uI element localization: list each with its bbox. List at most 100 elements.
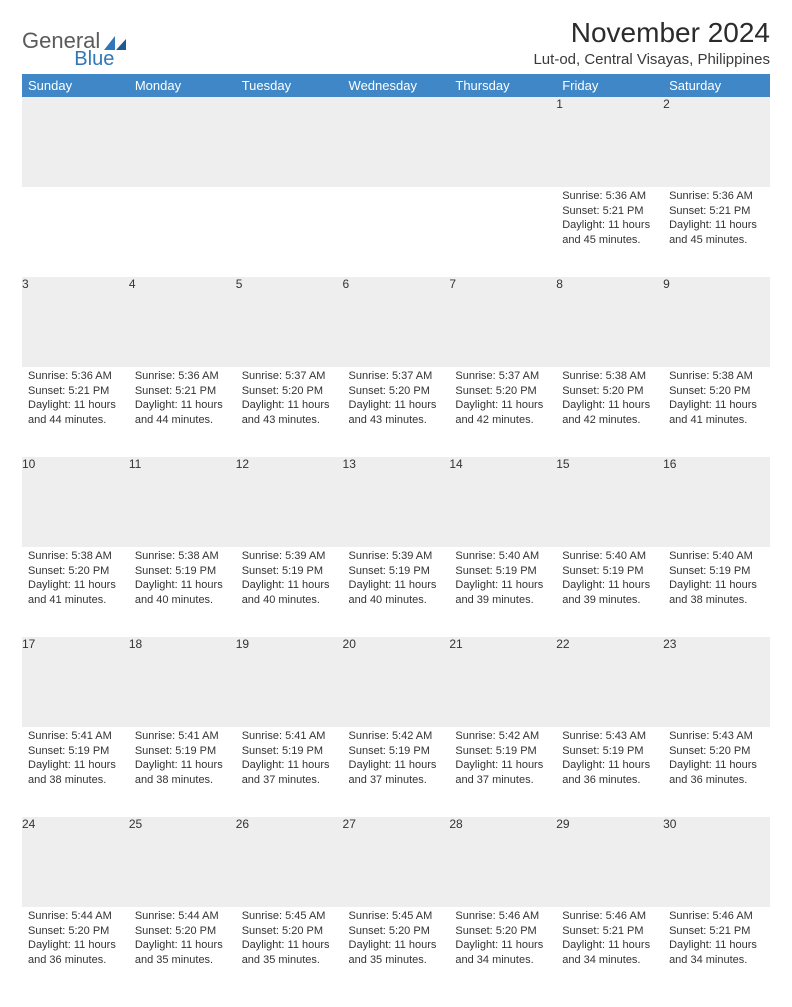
day1-text: Daylight: 11 hours (455, 578, 550, 593)
sunset-text: Sunset: 5:19 PM (669, 564, 764, 579)
day-cell: Sunrise: 5:41 AMSunset: 5:19 PMDaylight:… (22, 727, 129, 817)
day-content: Sunrise: 5:43 AMSunset: 5:20 PMDaylight:… (663, 727, 770, 794)
day-cell (449, 187, 556, 277)
day1-text: Daylight: 11 hours (562, 218, 657, 233)
sunset-text: Sunset: 5:19 PM (135, 564, 230, 579)
day-content: Sunrise: 5:39 AMSunset: 5:19 PMDaylight:… (343, 547, 450, 614)
day-content: Sunrise: 5:40 AMSunset: 5:19 PMDaylight:… (556, 547, 663, 614)
day-cell (236, 187, 343, 277)
day-number-cell: 8 (556, 277, 663, 367)
day-cell: Sunrise: 5:42 AMSunset: 5:19 PMDaylight:… (343, 727, 450, 817)
day1-text: Daylight: 11 hours (562, 938, 657, 953)
day-cell: Sunrise: 5:37 AMSunset: 5:20 PMDaylight:… (236, 367, 343, 457)
day-cell: Sunrise: 5:38 AMSunset: 5:19 PMDaylight:… (129, 547, 236, 637)
day-content: Sunrise: 5:38 AMSunset: 5:20 PMDaylight:… (663, 367, 770, 434)
sunrise-text: Sunrise: 5:46 AM (669, 909, 764, 924)
day2-text: and 45 minutes. (669, 233, 764, 248)
daynum-row: 17181920212223 (22, 637, 770, 727)
day-content: Sunrise: 5:42 AMSunset: 5:19 PMDaylight:… (343, 727, 450, 794)
sunset-text: Sunset: 5:20 PM (349, 384, 444, 399)
weekday-header: Sunday (22, 74, 129, 97)
day-cell: Sunrise: 5:44 AMSunset: 5:20 PMDaylight:… (129, 907, 236, 997)
sunset-text: Sunset: 5:19 PM (28, 744, 123, 759)
day-number-cell (236, 97, 343, 187)
day-number-cell: 18 (129, 637, 236, 727)
month-title: November 2024 (533, 18, 770, 49)
sunset-text: Sunset: 5:19 PM (242, 744, 337, 759)
day1-text: Daylight: 11 hours (135, 578, 230, 593)
day-number-cell: 11 (129, 457, 236, 547)
day2-text: and 41 minutes. (669, 413, 764, 428)
day-cell: Sunrise: 5:46 AMSunset: 5:20 PMDaylight:… (449, 907, 556, 997)
sunrise-text: Sunrise: 5:40 AM (669, 549, 764, 564)
day2-text: and 40 minutes. (242, 593, 337, 608)
day-number-cell: 30 (663, 817, 770, 907)
day-content: Sunrise: 5:46 AMSunset: 5:21 PMDaylight:… (663, 907, 770, 974)
title-block: November 2024 Lut-od, Central Visayas, P… (533, 18, 770, 68)
sunrise-text: Sunrise: 5:46 AM (455, 909, 550, 924)
sunset-text: Sunset: 5:20 PM (135, 924, 230, 939)
day-number-cell: 25 (129, 817, 236, 907)
day2-text: and 42 minutes. (455, 413, 550, 428)
day1-text: Daylight: 11 hours (669, 218, 764, 233)
sunrise-text: Sunrise: 5:36 AM (669, 189, 764, 204)
sunset-text: Sunset: 5:19 PM (242, 564, 337, 579)
day-cell: Sunrise: 5:41 AMSunset: 5:19 PMDaylight:… (236, 727, 343, 817)
day-cell: Sunrise: 5:39 AMSunset: 5:19 PMDaylight:… (236, 547, 343, 637)
sunrise-text: Sunrise: 5:38 AM (562, 369, 657, 384)
day-number-cell: 13 (343, 457, 450, 547)
day2-text: and 45 minutes. (562, 233, 657, 248)
day-number-cell (343, 97, 450, 187)
day-number-cell: 22 (556, 637, 663, 727)
day-cell: Sunrise: 5:45 AMSunset: 5:20 PMDaylight:… (236, 907, 343, 997)
day-number-cell: 26 (236, 817, 343, 907)
day-content: Sunrise: 5:41 AMSunset: 5:19 PMDaylight:… (236, 727, 343, 794)
day1-text: Daylight: 11 hours (242, 758, 337, 773)
day2-text: and 35 minutes. (349, 953, 444, 968)
day1-text: Daylight: 11 hours (349, 578, 444, 593)
day2-text: and 37 minutes. (455, 773, 550, 788)
day1-text: Daylight: 11 hours (349, 398, 444, 413)
day2-text: and 35 minutes. (135, 953, 230, 968)
day2-text: and 44 minutes. (28, 413, 123, 428)
daynum-row: 3456789 (22, 277, 770, 367)
day-number-cell: 7 (449, 277, 556, 367)
day2-text: and 42 minutes. (562, 413, 657, 428)
day-content: Sunrise: 5:41 AMSunset: 5:19 PMDaylight:… (22, 727, 129, 794)
sunset-text: Sunset: 5:21 PM (28, 384, 123, 399)
sunrise-text: Sunrise: 5:46 AM (562, 909, 657, 924)
sunrise-text: Sunrise: 5:43 AM (669, 729, 764, 744)
daynum-row: 24252627282930 (22, 817, 770, 907)
sunset-text: Sunset: 5:20 PM (562, 384, 657, 399)
week-row: Sunrise: 5:36 AMSunset: 5:21 PMDaylight:… (22, 187, 770, 277)
day-number-cell: 21 (449, 637, 556, 727)
day-cell: Sunrise: 5:40 AMSunset: 5:19 PMDaylight:… (449, 547, 556, 637)
day-cell: Sunrise: 5:36 AMSunset: 5:21 PMDaylight:… (556, 187, 663, 277)
day-cell: Sunrise: 5:46 AMSunset: 5:21 PMDaylight:… (556, 907, 663, 997)
day-number-cell: 17 (22, 637, 129, 727)
day-cell: Sunrise: 5:38 AMSunset: 5:20 PMDaylight:… (663, 367, 770, 457)
day-content: Sunrise: 5:43 AMSunset: 5:19 PMDaylight:… (556, 727, 663, 794)
day-number-cell: 19 (236, 637, 343, 727)
day-content: Sunrise: 5:44 AMSunset: 5:20 PMDaylight:… (22, 907, 129, 974)
weekday-header: Saturday (663, 74, 770, 97)
day-content: Sunrise: 5:38 AMSunset: 5:19 PMDaylight:… (129, 547, 236, 614)
day-content: Sunrise: 5:36 AMSunset: 5:21 PMDaylight:… (129, 367, 236, 434)
week-row: Sunrise: 5:41 AMSunset: 5:19 PMDaylight:… (22, 727, 770, 817)
calendar-page: General Blue November 2024 Lut-od, Centr… (0, 0, 792, 1007)
day2-text: and 37 minutes. (242, 773, 337, 788)
sunrise-text: Sunrise: 5:42 AM (349, 729, 444, 744)
sunset-text: Sunset: 5:21 PM (135, 384, 230, 399)
day2-text: and 34 minutes. (455, 953, 550, 968)
day-cell: Sunrise: 5:46 AMSunset: 5:21 PMDaylight:… (663, 907, 770, 997)
sunrise-text: Sunrise: 5:39 AM (242, 549, 337, 564)
sunrise-text: Sunrise: 5:41 AM (242, 729, 337, 744)
sunrise-text: Sunrise: 5:41 AM (28, 729, 123, 744)
day-content: Sunrise: 5:36 AMSunset: 5:21 PMDaylight:… (556, 187, 663, 254)
day-content: Sunrise: 5:45 AMSunset: 5:20 PMDaylight:… (343, 907, 450, 974)
day-number-cell: 1 (556, 97, 663, 187)
sunrise-text: Sunrise: 5:36 AM (28, 369, 123, 384)
sunrise-text: Sunrise: 5:37 AM (455, 369, 550, 384)
day-cell: Sunrise: 5:44 AMSunset: 5:20 PMDaylight:… (22, 907, 129, 997)
day-cell (343, 187, 450, 277)
